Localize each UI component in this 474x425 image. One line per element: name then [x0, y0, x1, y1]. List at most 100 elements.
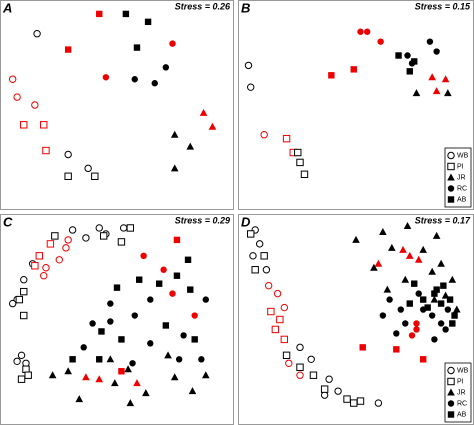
point	[98, 328, 105, 335]
point	[440, 282, 447, 289]
point	[40, 272, 48, 280]
point	[413, 326, 420, 333]
point	[251, 266, 259, 274]
point	[300, 170, 309, 179]
point	[155, 280, 163, 287]
point	[334, 387, 342, 395]
point	[64, 236, 72, 244]
panel: D Stress = 0.17 WB PI JR RC AB	[238, 214, 474, 425]
legend-marker	[447, 366, 455, 375]
point	[356, 397, 365, 405]
point	[420, 296, 427, 303]
point	[431, 336, 438, 343]
point	[147, 340, 154, 347]
point	[20, 276, 28, 284]
point	[175, 356, 183, 363]
point	[40, 121, 48, 129]
point	[33, 30, 41, 38]
point	[249, 252, 257, 260]
point	[260, 131, 268, 139]
point	[432, 87, 441, 95]
point	[320, 391, 329, 399]
panel: A Stress = 0.26	[0, 0, 234, 210]
point	[124, 365, 132, 373]
point	[437, 320, 445, 327]
point	[432, 231, 441, 239]
point	[325, 375, 333, 383]
point	[399, 245, 407, 253]
point	[117, 238, 126, 246]
point	[379, 227, 387, 235]
panel-label: C	[3, 214, 13, 229]
point	[48, 371, 57, 379]
legend-marker	[447, 151, 455, 160]
point	[307, 355, 315, 363]
panel: B Stress = 0.15 WB PI JR RC AB	[238, 0, 474, 210]
point	[15, 295, 24, 304]
point	[91, 172, 99, 180]
point	[24, 371, 32, 379]
point	[64, 172, 72, 180]
point	[402, 320, 409, 327]
point	[99, 232, 108, 240]
point	[191, 312, 198, 319]
point	[62, 244, 70, 252]
point	[129, 360, 136, 367]
point	[151, 80, 158, 87]
point	[260, 252, 268, 260]
point	[131, 312, 138, 319]
point	[186, 142, 195, 150]
point	[414, 255, 423, 263]
point	[126, 224, 135, 232]
point	[437, 259, 445, 267]
point	[147, 296, 154, 303]
point	[42, 146, 50, 155]
legend-marker	[447, 162, 455, 171]
point	[20, 311, 28, 320]
point	[107, 318, 114, 325]
point	[444, 89, 452, 97]
point	[170, 164, 179, 172]
point	[131, 76, 138, 83]
point	[273, 289, 282, 298]
point	[359, 344, 366, 351]
point	[119, 224, 128, 232]
panel-label: B	[241, 0, 250, 15]
point	[296, 371, 304, 379]
point	[431, 290, 438, 297]
point	[144, 18, 152, 26]
point	[160, 266, 167, 273]
point	[433, 286, 440, 293]
point	[51, 232, 59, 240]
point	[448, 275, 457, 283]
point	[408, 332, 416, 339]
point	[357, 28, 364, 35]
legend-label: AB	[457, 411, 467, 418]
stress-label: Stress = 0.26	[175, 1, 231, 11]
point	[17, 375, 26, 383]
point	[285, 359, 293, 367]
point	[309, 371, 318, 379]
point	[377, 38, 384, 45]
point	[280, 335, 289, 344]
point	[64, 46, 72, 53]
point	[441, 75, 450, 83]
legend-label: WB	[457, 152, 469, 159]
point	[199, 108, 208, 116]
point	[173, 272, 181, 279]
point	[271, 325, 280, 334]
legend-marker	[447, 400, 455, 407]
point	[95, 224, 103, 232]
point	[397, 306, 404, 313]
point	[247, 83, 255, 91]
point	[118, 368, 125, 375]
point	[191, 336, 198, 343]
point	[113, 284, 121, 291]
point	[393, 330, 400, 337]
point	[82, 373, 90, 381]
point	[412, 89, 421, 97]
point	[453, 305, 461, 313]
point	[413, 320, 420, 327]
point	[68, 226, 77, 234]
point	[374, 259, 383, 267]
